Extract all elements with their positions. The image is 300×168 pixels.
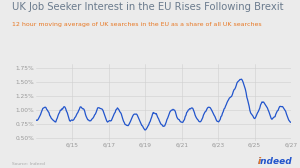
Text: 12 hour moving average of UK searches in the EU as a share of all UK searches: 12 hour moving average of UK searches in… [12, 22, 262, 27]
Text: indeed: indeed [258, 157, 293, 166]
Text: i: i [258, 157, 261, 166]
Text: Source: Indeed: Source: Indeed [12, 162, 45, 166]
Text: UK Job Seeker Interest in the EU Rises Following Brexit: UK Job Seeker Interest in the EU Rises F… [12, 2, 284, 12]
